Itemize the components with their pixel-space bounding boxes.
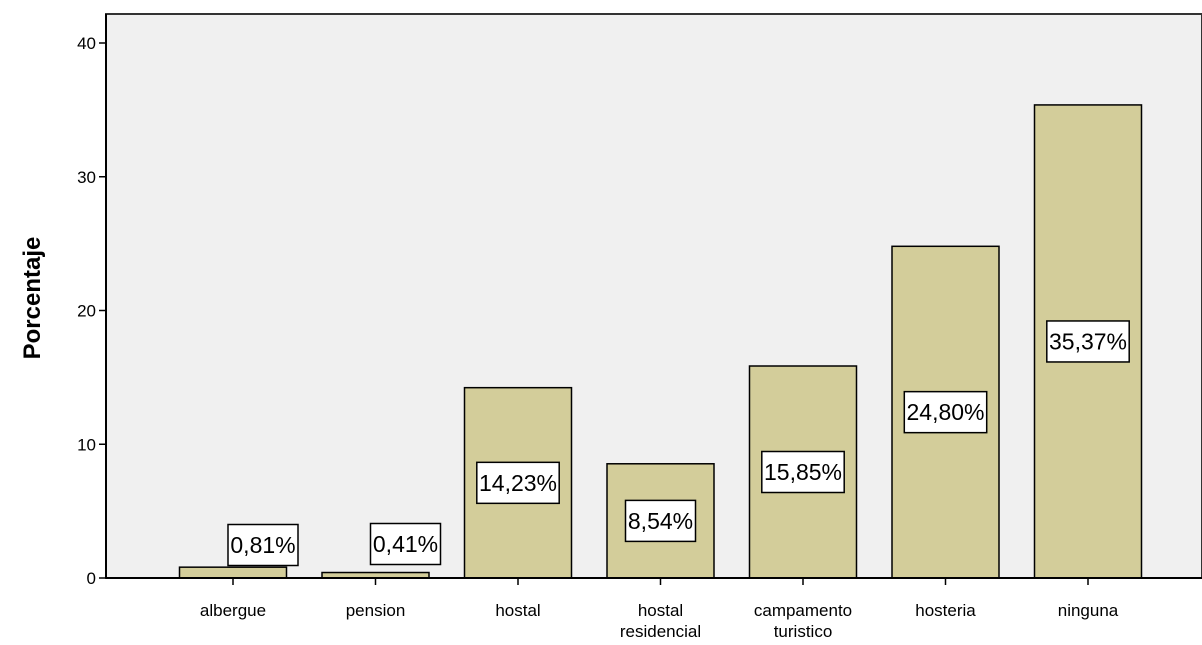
x-tick-label: hostal residencial — [620, 601, 701, 641]
data-label-box — [624, 499, 697, 543]
data-label-box — [1046, 320, 1130, 363]
x-tick-label: pension — [346, 601, 406, 620]
x-tick-label: ninguna — [1058, 601, 1119, 620]
bar — [178, 566, 288, 579]
y-tick-label: 40 — [77, 34, 96, 53]
data-label-box — [476, 461, 560, 505]
data-label: 35,37% — [1046, 320, 1130, 363]
data-label: 0,41% — [369, 522, 442, 566]
x-tick-label: hostal — [495, 601, 540, 620]
data-label: 14,23% — [476, 461, 560, 505]
data-label-text: 35,37% — [1049, 328, 1127, 354]
data-label-box — [761, 450, 845, 494]
data-label-text: 24,80% — [906, 399, 984, 425]
data-label-box — [227, 523, 299, 567]
y-tick-label: 30 — [77, 168, 96, 187]
x-tick-label: hosteria — [915, 601, 976, 620]
x-tick-label: campamento turistico — [754, 601, 852, 641]
y-axis-title: Porcentaje — [19, 237, 46, 360]
data-label: 24,80% — [903, 390, 988, 434]
data-label-text: 0,41% — [373, 531, 438, 557]
data-label-box — [369, 522, 442, 566]
x-tick-label: albergue — [200, 601, 266, 620]
y-tick-label: 0 — [87, 569, 96, 588]
data-label-text: 14,23% — [479, 470, 557, 496]
data-label-text: 0,81% — [230, 532, 295, 558]
data-labels-group: 0,81% 0,41% 14,23% 8,54% 15,85% 24,80% 35,37% — [227, 320, 1130, 567]
data-label: 0,81% — [227, 523, 299, 567]
data-label-text: 15,85% — [764, 459, 842, 485]
data-label-box — [903, 390, 988, 434]
data-label-text: 8,54% — [628, 508, 693, 534]
data-label: 15,85% — [761, 450, 845, 494]
x-axis: albergue pension hostal hostal residencial ca… — [106, 577, 1202, 641]
y-tick-label: 20 — [77, 302, 96, 321]
y-tick-label: 10 — [77, 435, 96, 454]
y-axis: 0 10 20 30 40 — [77, 14, 107, 588]
data-label: 8,54% — [624, 499, 697, 543]
